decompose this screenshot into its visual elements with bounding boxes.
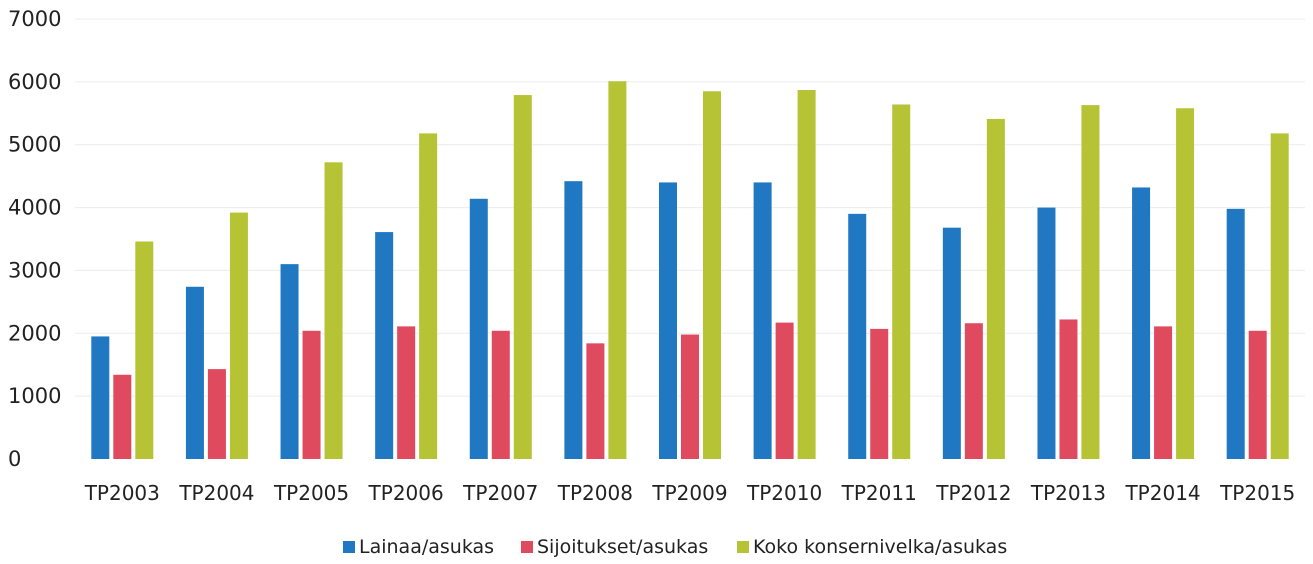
y-axis-ticks: 0 1000 2000 3000 4000 5000 6000 7000	[8, 7, 61, 471]
bar-koko-konsernivelka-asukas-tp2014	[1176, 108, 1195, 459]
bar-sijoitukset-asukas-tp2004	[207, 369, 226, 459]
bar-koko-konsernivelka-asukas-tp2007	[513, 95, 532, 460]
bar-lainaa-asukas-tp2005	[280, 264, 299, 459]
y-tick-label: 3000	[8, 258, 61, 282]
x-tick-label: TP2011	[841, 481, 917, 505]
bars	[91, 81, 1289, 460]
bar-lainaa-asukas-tp2013	[1037, 207, 1056, 459]
bar-sijoitukset-asukas-tp2006	[397, 326, 416, 459]
bar-sijoitukset-asukas-tp2010	[775, 322, 794, 459]
bar-lainaa-asukas-tp2009	[659, 182, 677, 459]
bar-koko-konsernivelka-asukas-tp2015	[1270, 133, 1289, 459]
x-axis-ticks: TP2003 TP2004 TP2005 TP2006 TP2007 TP2008 TP20…	[84, 481, 1296, 505]
bar-lainaa-asukas-tp2011	[848, 213, 867, 459]
bar-koko-konsernivelka-asukas-tp2013	[1081, 105, 1100, 459]
bar-sijoitukset-asukas-tp2005	[302, 330, 321, 459]
legend: Lainaa/asukas Sijoitukset/asukas Koko kons…	[343, 536, 1007, 558]
y-tick-label: 6000	[8, 70, 61, 94]
x-tick-label: TP2003	[84, 481, 160, 505]
bar-sijoitukset-asukas-tp2013	[1059, 319, 1078, 459]
bar-lainaa-asukas-tp2015	[1226, 208, 1245, 459]
bar-koko-konsernivelka-asukas-tp2005	[324, 162, 343, 460]
y-tick-label: 1000	[8, 384, 61, 408]
x-tick-label: TP2008	[557, 481, 633, 505]
y-tick-label: 7000	[8, 7, 61, 31]
legend-swatch	[521, 541, 533, 553]
bar-sijoitukset-asukas-tp2014	[1154, 326, 1173, 459]
bar-lainaa-asukas-tp2012	[942, 227, 961, 459]
y-tick-label: 2000	[8, 321, 61, 345]
bar-sijoitukset-asukas-tp2015	[1248, 330, 1267, 459]
legend-label: Sijoitukset/asukas	[537, 536, 708, 558]
legend-swatch	[737, 541, 749, 553]
bar-koko-konsernivelka-asukas-tp2006	[419, 133, 438, 459]
x-tick-label: TP2009	[651, 481, 727, 505]
bar-sijoitukset-asukas-tp2011	[870, 328, 889, 459]
bar-sijoitukset-asukas-tp2008	[586, 343, 605, 459]
x-tick-label: TP2005	[273, 481, 349, 505]
bar-lainaa-asukas-tp2007	[469, 198, 488, 459]
x-tick-label: TP2006	[368, 481, 444, 505]
x-tick-label: TP2012	[935, 481, 1011, 505]
bar-sijoitukset-asukas-tp2012	[964, 323, 983, 459]
bar-sijoitukset-asukas-tp2003	[113, 374, 132, 459]
bar-koko-konsernivelka-asukas-tp2008	[608, 81, 627, 459]
bar-lainaa-asukas-tp2004	[185, 286, 204, 459]
bar-lainaa-asukas-tp2003	[91, 336, 110, 459]
legend-label: Koko konsernivelka/asukas	[753, 536, 1007, 558]
bar-lainaa-asukas-tp2014	[1132, 187, 1151, 459]
bar-koko-konsernivelka-asukas-tp2011	[892, 104, 911, 459]
legend-swatch	[343, 541, 355, 553]
x-tick-label: TP2013	[1030, 481, 1106, 505]
bar-koko-konsernivelka-asukas-tp2010	[797, 90, 816, 460]
bar-lainaa-asukas-tp2008	[564, 181, 583, 459]
x-tick-label: TP2007	[462, 481, 538, 505]
x-tick-label: TP2010	[746, 481, 822, 505]
y-tick-label: 0	[8, 447, 21, 471]
x-tick-label: TP2004	[178, 481, 254, 505]
bar-lainaa-asukas-tp2010	[753, 182, 772, 459]
bar-koko-konsernivelka-asukas-tp2012	[986, 118, 1005, 459]
bar-koko-konsernivelka-asukas-tp2009	[703, 91, 721, 460]
x-tick-label: TP2014	[1124, 481, 1200, 505]
y-tick-label: 4000	[8, 196, 61, 220]
y-tick-label: 5000	[8, 133, 61, 157]
x-tick-label: TP2015	[1219, 481, 1295, 505]
bar-koko-konsernivelka-asukas-tp2004	[229, 212, 248, 459]
bar-koko-konsernivelka-asukas-tp2003	[135, 241, 154, 459]
gridlines	[75, 18, 1305, 397]
bar-sijoitukset-asukas-tp2007	[491, 330, 510, 459]
bar-sijoitukset-asukas-tp2009	[681, 334, 699, 459]
bar-lainaa-asukas-tp2006	[375, 232, 394, 459]
legend-label: Lainaa/asukas	[359, 536, 494, 558]
